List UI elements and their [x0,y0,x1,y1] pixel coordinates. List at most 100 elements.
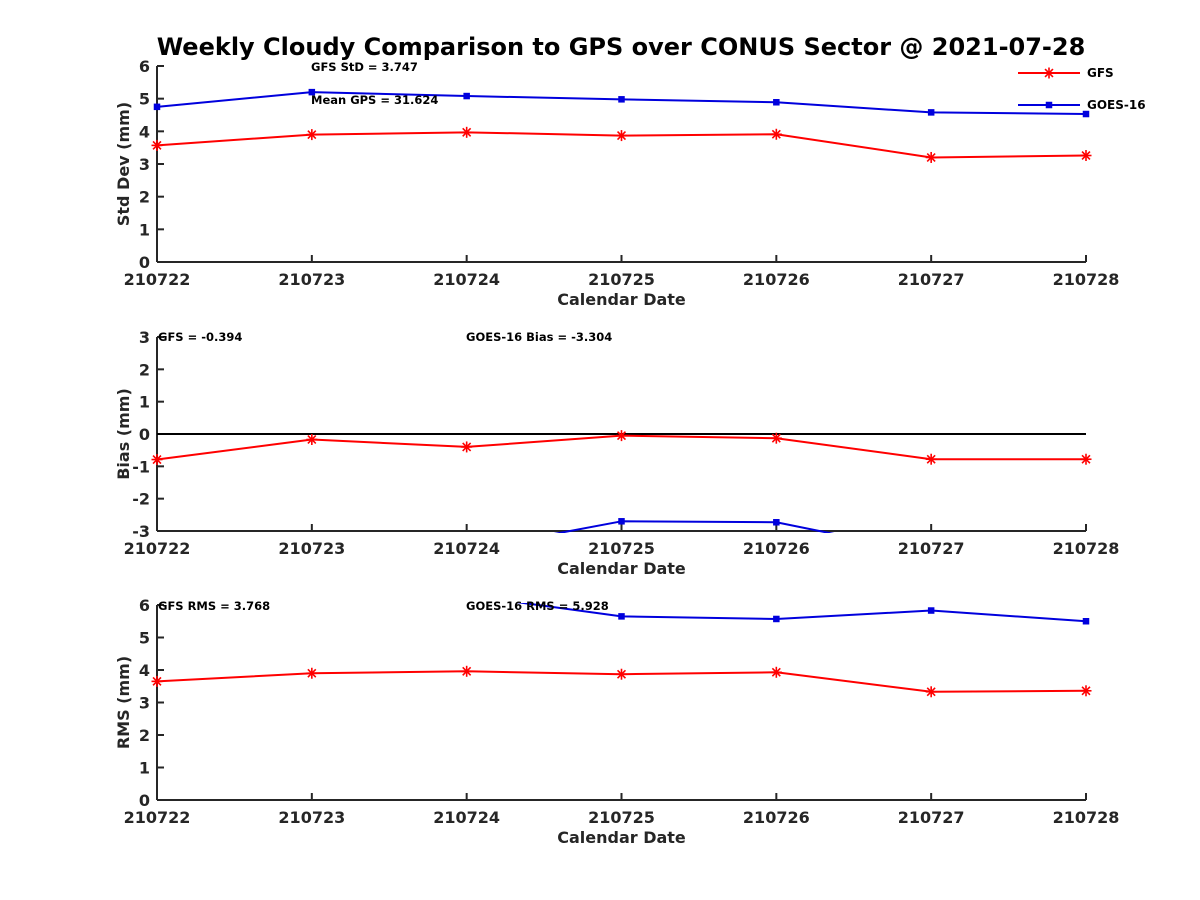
x-tick-label: 210727 [898,270,965,289]
x-axis-label: Calendar Date [557,559,686,578]
data-point-gfs-stroke-3 [462,666,472,676]
legend: GFS GOES-16 [1018,66,1146,112]
y-axis-label: Std Dev (mm) [114,102,133,226]
data-point-gfs-stroke-3 [1081,150,1091,161]
data-point-gfs [151,675,163,687]
x-tick-label: 210723 [278,808,345,827]
data-point-goes-16 [153,103,161,111]
y-tick-label: 6 [139,57,150,76]
data-point-goes-16 [1082,618,1090,625]
data-point-goes-16 [773,519,780,526]
data-point-goes-16 [618,96,625,103]
y-tick-label: 0 [139,791,150,810]
y-tick-label: 2 [139,360,150,379]
data-point-gfs [1080,453,1092,465]
x-tick-label: 210724 [433,539,500,558]
annotation-text: GOES-16 Bias = -3.304 [466,330,612,344]
x-tick-label: 210728 [1053,270,1120,289]
data-point-goes-16 [927,607,935,614]
x-tick-label: 210727 [898,539,965,558]
data-point-gfs-stroke-3 [616,669,627,679]
data-point-gfs [306,433,318,445]
x-tick-label: 210725 [588,808,655,827]
data-point-goes-16 [773,99,780,106]
data-point-gfs [770,128,782,140]
y-tick-label: 4 [139,122,150,141]
x-tick-label: 210724 [433,808,500,827]
y-tick-label: 5 [139,629,150,648]
y-tick-label: 1 [139,393,150,412]
data-point-gfs-stroke-3 [771,433,781,443]
data-point-goes-16 [1082,110,1090,118]
data-point-goes-16 [773,615,780,623]
data-point-gfs [306,129,318,141]
data-point-gfs-stroke-3 [152,455,162,465]
data-point-gfs-stroke-3 [771,129,781,139]
data-point-gfs-stroke-3 [926,454,936,464]
y-tick-label: 1 [139,220,150,239]
data-point-gfs-stroke-3 [307,668,317,678]
data-point-gfs [616,668,627,680]
x-tick-label: 210724 [433,270,500,289]
x-axis-label: Calendar Date [557,290,686,309]
y-tick-label: 2 [139,726,150,745]
y-tick-label: 3 [139,155,150,174]
panel-2: -3 -2 -1 0 1 2 3 210722 210723 210724 210725 210726… [114,328,1119,578]
data-point-gfs [616,430,627,442]
y-tick-label: 5 [139,90,150,109]
data-point-goes-16 [308,88,316,96]
annotation-text: GFS StD = 3.747 [311,60,418,74]
panel-3-series [151,603,1092,698]
x-tick-label: 210727 [898,808,965,827]
x-tick-label: 210725 [588,539,655,558]
y-tick-label: 0 [139,253,150,272]
data-point-goes-16 [463,92,470,100]
y-tick-label: 0 [139,425,150,444]
y-tick-label: 1 [139,759,150,778]
x-tick-label: 210722 [124,270,191,289]
x-tick-label: 210726 [743,539,810,558]
data-point-gfs-stroke-3 [771,667,781,677]
data-point-gfs [151,454,163,466]
x-axis-label: Calendar Date [557,828,686,847]
x-tick-label: 210728 [1053,808,1120,827]
data-point-gfs-stroke-3 [152,140,162,150]
data-point-gfs-stroke-3 [926,687,936,697]
y-tick-label: -3 [132,522,150,541]
data-point-gfs-stroke-3 [1081,454,1091,464]
data-point-goes-16 [927,109,935,116]
x-tick-label: 210722 [124,808,191,827]
legend-marker [1045,101,1053,109]
annotation-text: GFS = -0.394 [158,330,242,344]
data-point-gfs [461,665,473,677]
x-tick-label: 210723 [278,539,345,558]
data-point-goes-16 [618,518,625,525]
data-point-gfs-stroke-3 [616,431,627,441]
data-point-gfs [770,666,782,678]
y-tick-label: 6 [139,596,150,615]
data-point-gfs-stroke-3 [152,676,162,686]
data-point-gfs [151,139,163,151]
legend-marker-stroke-3 [1044,68,1054,78]
y-tick-label: 3 [139,694,150,713]
x-tick-label: 210726 [743,270,810,289]
data-point-gfs-stroke-3 [616,131,627,141]
legend-marker [1043,67,1055,79]
annotation-text: GOES-16 RMS = 5.928 [466,599,609,613]
y-axis-label: Bias (mm) [114,388,133,480]
y-axis-label: RMS (mm) [114,656,133,749]
data-point-gfs [306,667,318,679]
x-tick-label: 210722 [124,539,191,558]
y-tick-label: 2 [139,188,150,207]
data-point-gfs [461,126,473,138]
annotation-text: Mean GPS = 31.624 [311,93,438,107]
legend-label: GFS [1087,66,1114,80]
data-point-gfs-stroke-3 [307,434,317,445]
data-point-gfs [770,432,782,444]
x-tick-label: 210723 [278,270,345,289]
data-point-gfs-stroke-3 [462,127,472,137]
y-tick-label: 4 [139,661,150,680]
data-point-gfs-stroke-3 [1081,686,1091,696]
panel-1-series [151,88,1092,163]
